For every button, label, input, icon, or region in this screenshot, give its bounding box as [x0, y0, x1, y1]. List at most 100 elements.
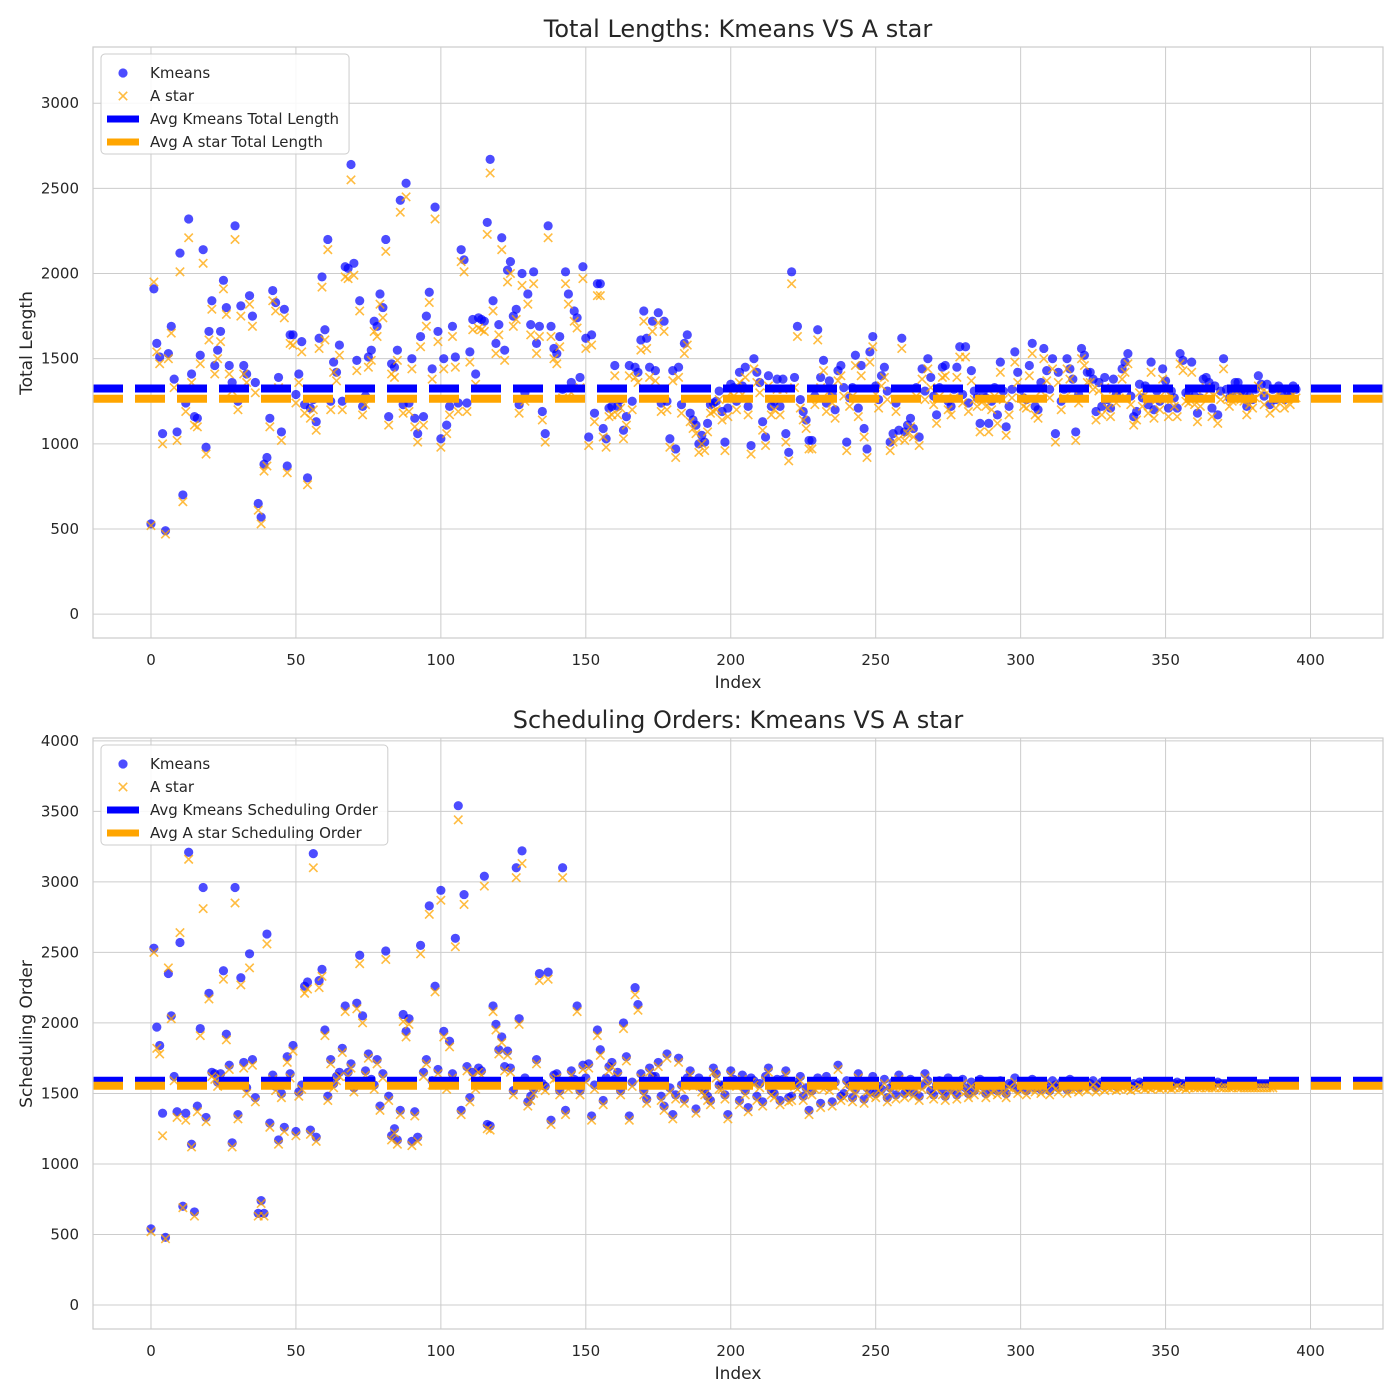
astar-point [792, 331, 803, 342]
kmeans-point [433, 326, 443, 337]
astar-point [859, 432, 869, 442]
kmeans-point [760, 432, 771, 442]
astar-point [783, 1097, 794, 1107]
kmeans-point [357, 1011, 368, 1021]
astar-point [546, 331, 556, 342]
astar-point [282, 468, 292, 478]
kmeans-point [236, 973, 246, 983]
astar-point [149, 277, 159, 287]
astar-point [479, 881, 490, 891]
astar-point [754, 387, 765, 398]
astar-point [427, 374, 437, 384]
astar-point [670, 452, 681, 463]
astar-point [757, 1101, 768, 1111]
kmeans-point [618, 425, 629, 435]
kmeans-point [787, 267, 797, 277]
kmeans-point [462, 398, 472, 408]
kmeans-point [534, 968, 545, 979]
astar-point [511, 314, 522, 325]
astar-point [1102, 403, 1113, 413]
astar-point [256, 519, 266, 529]
y-tick-label: 500 [50, 1225, 79, 1243]
astar-point [528, 1088, 539, 1099]
astar-point [723, 1114, 733, 1124]
kmeans-point [897, 333, 907, 343]
astar-point [221, 1035, 232, 1045]
astar-point [943, 405, 953, 415]
astar-point [1172, 411, 1182, 422]
astar-point [1056, 405, 1066, 415]
astar-point [175, 927, 185, 938]
astar-point [1134, 1081, 1145, 1092]
astar-point [241, 1088, 252, 1099]
astar-point [305, 1129, 316, 1140]
astar-point [615, 403, 626, 413]
astar-point [294, 377, 304, 388]
astar-point [757, 425, 768, 435]
kmeans-point [531, 338, 542, 348]
kmeans-point [966, 366, 976, 376]
astar-point [270, 306, 281, 316]
astar-point [514, 1019, 524, 1030]
kmeans-point [302, 473, 313, 483]
y-tick-label: 1000 [41, 1155, 79, 1173]
kmeans-point [436, 885, 446, 895]
kmeans-point [1160, 376, 1171, 386]
y-tick-label: 0 [69, 605, 79, 623]
kmeans-point [702, 418, 713, 429]
astar-point [415, 949, 426, 959]
astar-point [899, 1092, 910, 1103]
astar-point [833, 1064, 843, 1075]
astar-point [465, 357, 475, 367]
legend-label: Kmeans [150, 755, 210, 773]
kmeans-point [639, 306, 649, 316]
kmeans-point [1149, 405, 1159, 415]
astar-point [572, 1006, 582, 1017]
kmeans-point [926, 372, 936, 383]
astar-point [496, 1037, 507, 1048]
kmeans-point [244, 291, 255, 301]
astar-point [1195, 401, 1206, 412]
astar-point [1175, 359, 1185, 369]
kmeans-point [485, 154, 495, 165]
astar-point [711, 405, 722, 415]
astar-point [624, 370, 635, 381]
astar-point [807, 444, 817, 454]
kmeans-point [711, 396, 721, 406]
astar-point [714, 1084, 724, 1094]
kmeans-point [558, 863, 568, 873]
kmeans-point [743, 401, 753, 411]
kmeans-point [430, 202, 440, 212]
kmeans-point [323, 234, 333, 245]
astar-point [424, 909, 435, 920]
kmeans-point [163, 348, 173, 359]
astar-point [430, 987, 440, 997]
astar-point [441, 428, 452, 439]
astar-point [415, 341, 426, 352]
astar-point [1039, 353, 1049, 364]
kmeans-point [1024, 360, 1034, 371]
astar-point [262, 939, 272, 949]
kmeans-point [560, 267, 571, 277]
astar-point [865, 357, 875, 367]
astar-point [462, 406, 472, 417]
plot-area [93, 801, 1383, 1244]
astar-point [265, 422, 275, 432]
kmeans-point [859, 423, 869, 434]
kmeans-point [679, 338, 689, 348]
astar-point [482, 1123, 493, 1134]
astar-point [1123, 359, 1133, 369]
astar-point [395, 207, 406, 217]
astar-point [296, 347, 307, 357]
legend-box [100, 744, 389, 846]
astar-point [1218, 364, 1229, 374]
kmeans-point [749, 354, 759, 364]
kmeans-point [334, 340, 345, 350]
kmeans-point [862, 444, 872, 454]
kmeans-point [207, 296, 217, 306]
kmeans-point [250, 377, 260, 388]
kmeans-point [320, 325, 330, 335]
kmeans-point [184, 214, 194, 224]
astar-point [381, 246, 391, 257]
astar-point [836, 370, 846, 381]
